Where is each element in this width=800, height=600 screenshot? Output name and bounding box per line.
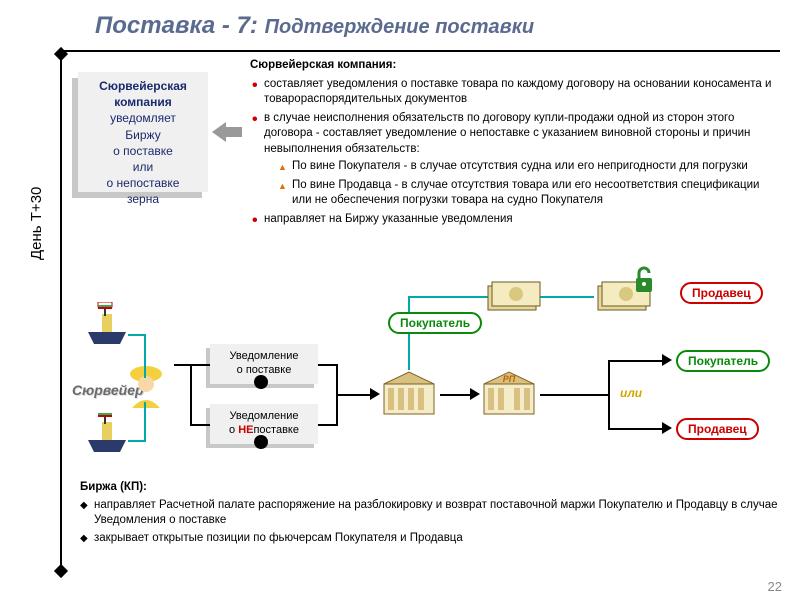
flow-rp-split (608, 360, 610, 430)
arrow-rp-buyer (662, 354, 672, 366)
bullet-2-text: в случае неисполнения обязательств по до… (264, 112, 750, 155)
exchange-icon (380, 370, 438, 418)
bullet-1: составляет уведомления о поставке товара… (264, 77, 780, 108)
company-l5: о поставке (113, 144, 173, 158)
flow-surv-notif2 (190, 424, 210, 426)
bottom-header: Биржа (КП): (80, 480, 780, 496)
arrow-to-company-stem (224, 127, 242, 137)
flow-surv-notif1 (174, 364, 210, 366)
company-l7: о непоставке (107, 176, 180, 190)
bottom-b2: закрывает открытые позиции по фьючерсам … (94, 531, 780, 547)
bullet-3: направляет на Биржу указанные уведомлени… (264, 212, 780, 228)
or-label: или (620, 386, 642, 400)
company-l8: зерна (127, 192, 159, 206)
bottom-text: Биржа (КП): направляет Расчетной палате … (80, 480, 780, 548)
bullet-2b: По вине Продавца - в случае отсутствия т… (292, 178, 780, 209)
page-number: 22 (768, 579, 782, 594)
bullet-2a: По вине Покупателя - в случае отсутствия… (292, 159, 780, 175)
arrow-bank-bank (470, 388, 480, 400)
notif-delivery-l1: Уведомление (230, 350, 299, 362)
flow-notif1-out (318, 364, 338, 366)
page-title: Поставка - 7: Подтверждение поставки (95, 12, 534, 40)
arrow-to-bank (370, 388, 380, 400)
bottom-b1: направляет Расчетной палате распоряжение… (94, 498, 780, 529)
notif-nondelivery-dot (254, 435, 268, 449)
svg-text:РП: РП (503, 374, 516, 384)
company-l2: компания (114, 95, 171, 109)
clearing-house-icon: РП (480, 370, 538, 418)
title-main: Поставка - 7: (95, 12, 258, 39)
flow-rp-buyer (608, 360, 664, 362)
timeline-axis (60, 52, 62, 572)
diagram: Сюрвейер Уведомление о поставке Уведомле… (72, 260, 780, 480)
company-l3: уведомляет (110, 111, 176, 125)
title-sub: Подтверждение поставки (265, 16, 535, 38)
company-l4: Биржу (125, 128, 160, 142)
main-text: Сюрвейерская компания: составляет уведом… (250, 58, 780, 230)
day-label: День Т+30 (28, 187, 45, 260)
ship-icon-2 (84, 410, 130, 454)
flow-rp-right (540, 394, 610, 396)
surveyor-icon (120, 360, 172, 412)
title-underline (60, 50, 780, 52)
flow-rp-seller (608, 428, 664, 430)
flow-ship2-v (144, 402, 146, 442)
notif-nondelivery-l1: Уведомление (230, 410, 299, 422)
flow-bank-bank (440, 394, 472, 396)
flow-merge-h (336, 394, 372, 396)
bullet-2: в случае неисполнения обязательств по до… (264, 111, 780, 209)
timeline-diamond-bottom (54, 564, 68, 578)
company-l1: Сюрвейерская (99, 79, 187, 93)
money-buyer-icon (486, 280, 542, 314)
ship-icon-1 (84, 302, 130, 346)
flow-surv-v (190, 364, 192, 424)
seller-label-right: Продавец (676, 418, 759, 440)
notif-nondelivery-l2: о НЕпоставке (229, 424, 299, 436)
notif-delivery-dot (254, 375, 268, 389)
seller-label-top: Продавец (680, 282, 763, 304)
buyer-label-top: Покупатель (388, 312, 482, 334)
arrow-rp-seller (662, 422, 672, 434)
buyer-label-right: Покупатель (676, 350, 770, 372)
notif-delivery-l2: о поставке (237, 364, 292, 376)
text-header: Сюрвейерская компания: (250, 58, 780, 74)
company-box: Сюрвейерская компания уведомляет Биржу о… (78, 72, 208, 192)
unlock-icon (632, 264, 656, 294)
flow-ship1-v (144, 334, 146, 378)
company-l6: или (133, 160, 153, 174)
flow-notif2-out (318, 424, 338, 426)
